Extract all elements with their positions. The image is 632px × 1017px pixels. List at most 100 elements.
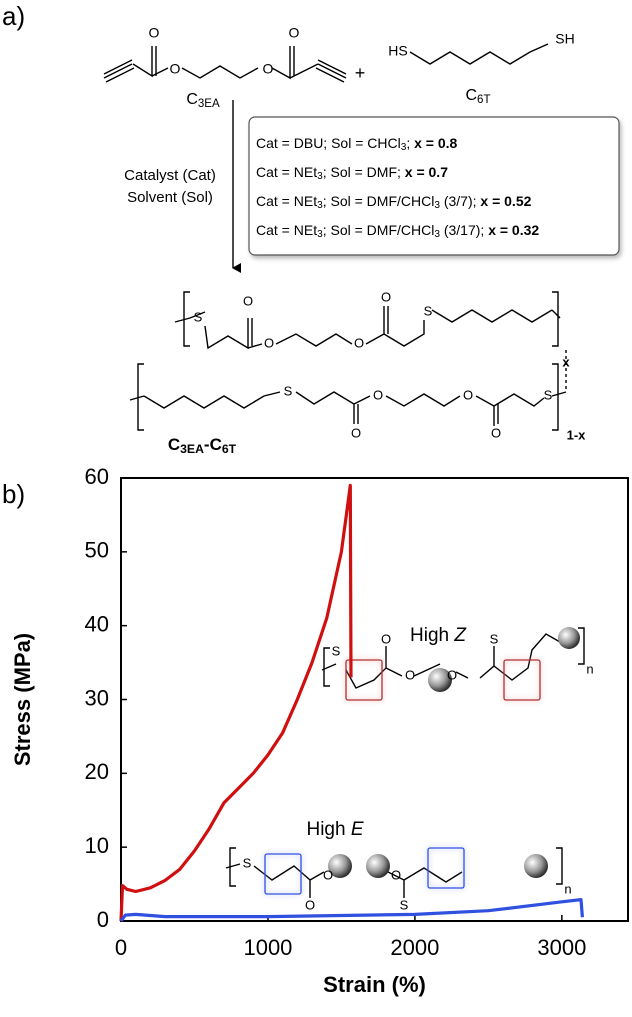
panel-label: a) bbox=[2, 1, 25, 31]
text-part: 3EA bbox=[198, 98, 220, 110]
inset-label: High E bbox=[306, 819, 363, 840]
inset-z-structure bbox=[321, 627, 585, 701]
y-tick-label: 40 bbox=[85, 611, 109, 636]
text-part: High bbox=[410, 625, 454, 646]
polymer-label: C3EA-C6T bbox=[168, 435, 237, 455]
x-axis-label: Strain (%) bbox=[323, 972, 426, 997]
atom-label: O bbox=[264, 335, 274, 350]
condition-line: Cat = NEt3; Sol = DMF; x = 0.7 bbox=[256, 164, 448, 182]
text-part: x = 0.8 bbox=[414, 135, 457, 151]
text-part: x = 0.52 bbox=[480, 193, 531, 209]
text-part: E bbox=[351, 819, 364, 840]
inset-label: High Z bbox=[410, 625, 467, 646]
text-part: x = 0.7 bbox=[405, 164, 448, 180]
y-tick-label: 10 bbox=[85, 833, 109, 858]
atom-label: O bbox=[373, 387, 383, 402]
text-part: 6T bbox=[477, 94, 490, 106]
conditions-box bbox=[248, 116, 620, 256]
atom-label: O bbox=[405, 667, 415, 682]
panel-label: b) bbox=[2, 479, 25, 509]
atom-label: O bbox=[491, 425, 501, 440]
monomer-label: C3EA bbox=[186, 91, 220, 109]
y-axis-label: Stress (MPa) bbox=[10, 633, 35, 766]
text-part: High bbox=[306, 819, 350, 840]
text-part: 6T bbox=[222, 442, 237, 456]
text-part: 3 bbox=[401, 142, 407, 153]
atom-label: O bbox=[463, 387, 473, 402]
atom-label: O bbox=[323, 867, 333, 882]
atom-label: HS bbox=[388, 43, 407, 59]
y-tick-label: 60 bbox=[85, 464, 109, 489]
text-part: (3/7); bbox=[440, 193, 480, 209]
atom-label: O bbox=[381, 289, 391, 304]
reagent-label: Solvent (Sol) bbox=[127, 189, 213, 206]
text-part: 3 bbox=[317, 171, 323, 182]
reagent-label: Catalyst (Cat) bbox=[124, 167, 216, 184]
condition-line: Cat = DBU; Sol = CHCl3; x = 0.8 bbox=[256, 135, 458, 153]
inset-ball bbox=[558, 627, 580, 649]
repeat-label: n bbox=[564, 881, 571, 896]
x-tick-label: 2000 bbox=[390, 935, 439, 960]
polymer-top-structure bbox=[174, 291, 567, 392]
atom-label: S bbox=[194, 309, 203, 324]
atom-label: O bbox=[149, 25, 160, 41]
inset-ball bbox=[328, 854, 352, 878]
text-part: 3 bbox=[434, 200, 440, 211]
atom-label: S bbox=[424, 303, 433, 318]
atom-label: S bbox=[490, 631, 499, 646]
text-part: ; Sol = DMF; bbox=[323, 164, 405, 180]
atom-label: O bbox=[391, 867, 401, 882]
text-part: -C bbox=[204, 435, 222, 454]
atom-label: S bbox=[332, 643, 341, 658]
data-line bbox=[119, 483, 353, 922]
text-part: C bbox=[168, 435, 180, 454]
y-tick-label: 50 bbox=[85, 538, 109, 563]
atom-label: O bbox=[354, 335, 364, 350]
atom-label: O bbox=[243, 293, 253, 308]
y-tick-label: 30 bbox=[85, 685, 109, 710]
polymer-bottom-structure bbox=[129, 363, 567, 431]
inset-ball bbox=[428, 668, 452, 692]
atom-label: S bbox=[544, 387, 553, 402]
text-part: ; bbox=[406, 135, 414, 151]
text-part: 3 bbox=[317, 200, 323, 211]
condition-line: Cat = NEt3; Sol = DMF/CHCl3 (3/7); x = 0… bbox=[256, 193, 532, 211]
inset-e-structure bbox=[225, 847, 563, 898]
text-part: ; Sol = DMF/CHCl bbox=[323, 193, 435, 209]
x-tick-label: 1000 bbox=[243, 935, 292, 960]
y-tick-label: 0 bbox=[97, 907, 109, 932]
atom-label: SH bbox=[555, 31, 574, 47]
text-part: (3/17); bbox=[440, 222, 488, 238]
atom-label: S bbox=[400, 897, 409, 912]
y-tick-label: 20 bbox=[85, 759, 109, 784]
condition-line: Cat = NEt3; Sol = DMF/CHCl3 (3/17); x = … bbox=[256, 222, 539, 240]
atom-label: O bbox=[289, 25, 300, 41]
atom-label: O bbox=[305, 897, 315, 912]
data-line bbox=[119, 898, 584, 922]
repeat-label: 1-x bbox=[567, 427, 587, 442]
plus-sign: + bbox=[355, 63, 366, 83]
text-part: Z bbox=[453, 625, 467, 646]
atom-label: S bbox=[284, 383, 293, 398]
text-part: 3 bbox=[317, 229, 323, 240]
text-part: C bbox=[186, 91, 198, 108]
atom-label: O bbox=[263, 61, 274, 77]
text-part: 3 bbox=[434, 229, 440, 240]
inset-ball bbox=[524, 854, 548, 878]
monomer-label: C6T bbox=[465, 87, 490, 105]
text-part: Cat = NEt bbox=[256, 193, 317, 209]
atom-label: O bbox=[381, 631, 391, 646]
atom-label: O bbox=[351, 425, 361, 440]
x-tick-label: 0 bbox=[115, 935, 127, 960]
text-part: ; Sol = DMF/CHCl bbox=[323, 222, 435, 238]
atom-label: O bbox=[447, 667, 457, 682]
inset-ball bbox=[366, 854, 390, 878]
scheme-layout bbox=[103, 43, 620, 898]
atom-label: S bbox=[243, 855, 252, 870]
text-part: Cat = DBU; Sol = CHCl bbox=[256, 135, 401, 151]
monomer-1-structure bbox=[103, 46, 347, 83]
text-part: x = 0.32 bbox=[488, 222, 539, 238]
repeat-label: n bbox=[586, 661, 593, 676]
repeat-label: x bbox=[562, 354, 570, 369]
monomer-2-structure bbox=[409, 43, 549, 65]
